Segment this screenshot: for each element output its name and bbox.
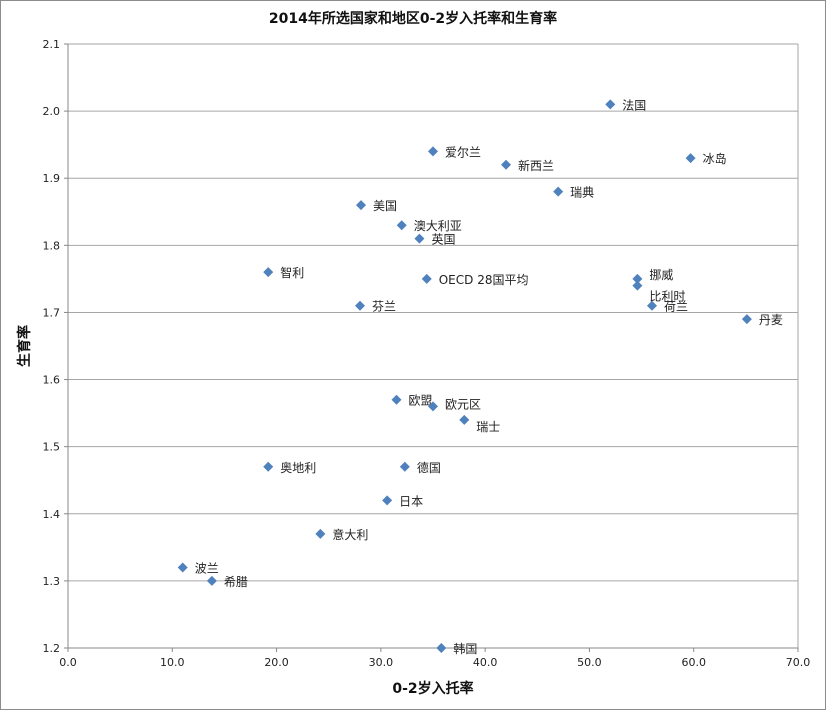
data-label: 希腊 — [224, 574, 248, 589]
data-point — [355, 300, 365, 311]
data-label: 意大利 — [332, 527, 368, 542]
y-tick-label: 2.0 — [43, 105, 61, 118]
data-label: 丹麦 — [759, 313, 783, 327]
data-label: 法国 — [622, 98, 646, 112]
y-tick-label: 1.6 — [43, 374, 61, 387]
data-label: 智利 — [280, 265, 304, 280]
data-label: 欧盟 — [409, 394, 433, 408]
x-tick-label: 0.0 — [59, 656, 77, 669]
data-label: 奥地利 — [280, 461, 316, 475]
data-point — [315, 528, 326, 539]
x-tick-label: 50.0 — [577, 656, 602, 669]
data-point — [382, 495, 393, 506]
data-label: 英国 — [431, 233, 455, 247]
data-point — [647, 300, 657, 311]
y-tick-label: 1.8 — [43, 239, 61, 252]
data-point — [414, 233, 425, 244]
y-tick-label: 1.9 — [43, 172, 61, 185]
chart-title: 2014年所选国家和地区0-2岁入托率和生育率 — [269, 10, 557, 27]
data-label: 瑞典 — [570, 186, 594, 200]
x-tick-label: 70.0 — [786, 656, 811, 669]
data-point — [632, 273, 643, 284]
x-tick-label: 30.0 — [369, 656, 394, 669]
data-point — [263, 461, 274, 472]
data-label: 荷兰 — [664, 300, 688, 314]
data-label: 挪威 — [649, 268, 673, 282]
gridlines — [68, 43, 799, 649]
data-point — [263, 267, 274, 278]
data-point — [553, 186, 564, 197]
x-tick-label: 60.0 — [681, 656, 706, 669]
data-point — [356, 200, 367, 211]
data-label: 美国 — [373, 199, 397, 213]
y-tick-label: 2.1 — [43, 38, 61, 51]
data-point — [399, 461, 410, 472]
x-axis-label: 0-2岁入托率 — [392, 680, 473, 697]
data-label: 德国 — [417, 460, 441, 475]
data-point — [605, 99, 616, 110]
data-point — [501, 159, 511, 170]
data-point — [436, 643, 447, 653]
data-point — [632, 280, 643, 291]
data-label: 新西兰 — [518, 158, 554, 173]
data-point — [391, 394, 402, 405]
data-label: 波兰 — [195, 561, 219, 575]
data-label: 芬兰 — [372, 300, 396, 314]
data-label: 欧元区 — [445, 397, 481, 411]
data-point — [685, 153, 696, 164]
data-point — [206, 575, 217, 586]
y-axis-label: 生育率 — [16, 325, 33, 367]
data-point — [428, 401, 438, 412]
x-tick-label: 40.0 — [473, 656, 498, 669]
data-point — [396, 220, 407, 231]
data-label: 日本 — [399, 494, 423, 508]
data-label: 韩国 — [453, 641, 477, 656]
data-label: 比利时 — [649, 290, 685, 304]
data-label: OECD 28国平均 — [439, 273, 529, 287]
y-tick-label: 1.5 — [43, 441, 61, 454]
y-tick-label: 1.3 — [43, 575, 61, 588]
y-tick-label: 1.7 — [43, 306, 61, 319]
data-label: 冰岛 — [703, 151, 727, 166]
data-label: 爱尔兰 — [445, 144, 481, 159]
data-point — [741, 314, 752, 325]
x-tick-label: 20.0 — [264, 656, 289, 669]
data-label: 澳大利亚 — [414, 219, 462, 233]
x-tick-label: 10.0 — [160, 656, 185, 669]
data-point — [421, 273, 432, 284]
data-point — [428, 146, 438, 157]
y-tick-label: 1.2 — [43, 642, 61, 655]
data-point — [459, 414, 470, 425]
data-label: 瑞士 — [476, 420, 500, 434]
axes: 1.2 1.3 1.4 1.5 1.6 1.7 1.8 1.9 2.0 2.1 0.0 10.0 20.… — [43, 38, 811, 669]
data-point — [177, 562, 188, 573]
y-tick-label: 1.4 — [43, 508, 61, 521]
